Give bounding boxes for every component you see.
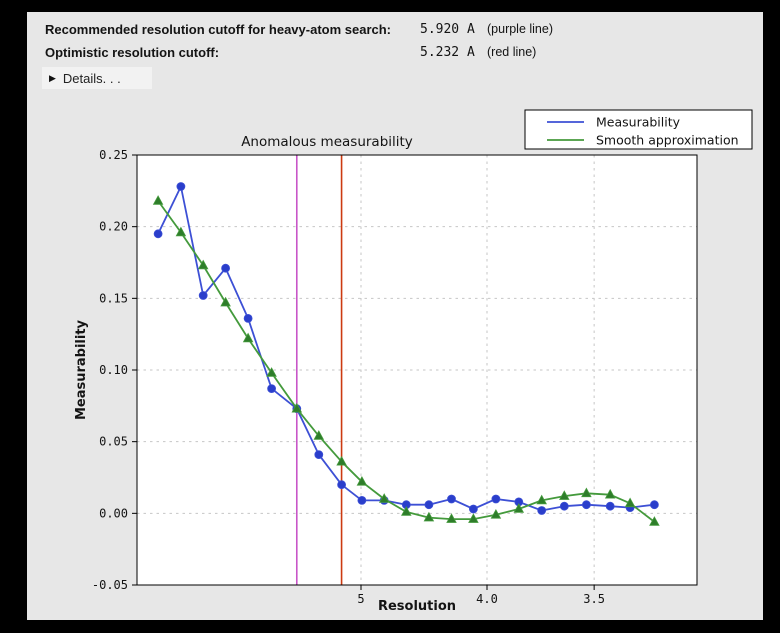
optimistic-cutoff-note: (red line) xyxy=(487,45,537,59)
legend-box xyxy=(524,109,753,150)
y-tick-label: 0.15 xyxy=(99,291,128,305)
smooth-approximation-point xyxy=(490,508,502,519)
measurability-point xyxy=(176,182,186,191)
y-tick-label: -0.05 xyxy=(92,578,128,592)
smooth-approximation-point xyxy=(423,511,435,522)
measurability-point xyxy=(153,229,163,239)
measurability-point xyxy=(537,506,547,515)
measurability-point xyxy=(267,384,277,394)
smooth-approximation-point xyxy=(266,367,277,377)
y-tick-label: 0.25 xyxy=(99,148,128,162)
smooth-approximation-point xyxy=(313,430,325,440)
legend-label-smooth-approximation: Smooth approximation xyxy=(596,133,739,148)
y-tick-label: 0.05 xyxy=(99,435,128,449)
recommended-cutoff-note: (purple line) xyxy=(487,22,554,36)
measurability-point xyxy=(314,450,324,460)
details-disclosure-button[interactable]: ▶ Details. . . xyxy=(42,67,152,89)
measurability-point xyxy=(650,500,659,510)
measurability-point xyxy=(357,495,367,505)
smooth-approximation-point xyxy=(468,513,479,523)
measurability-point xyxy=(491,494,501,504)
smooth-approximation-point xyxy=(378,493,390,503)
measurability-point xyxy=(337,480,347,490)
smooth-approximation-point xyxy=(624,497,636,508)
x-axis-title: Resolution xyxy=(378,599,456,614)
recommended-cutoff-label: Recommended resolution cutoff for heavy-… xyxy=(45,22,392,37)
x-tick-label: 3.5 xyxy=(583,592,605,606)
y-tick-label: 0.00 xyxy=(99,506,128,520)
x-tick-label: 4.0 xyxy=(476,592,498,606)
anomalous-measurability-chart: 5 4.0 3.5 0.25 0.20 0.15 0.10 0.05 0.00 -0.05 Ano… xyxy=(74,109,753,614)
measurability-point xyxy=(221,263,231,273)
smooth-approximation-point xyxy=(536,494,547,505)
measurability-point xyxy=(198,291,208,300)
smooth-approximation-point xyxy=(604,488,616,499)
smooth-approximation-point xyxy=(152,195,164,205)
smooth-approximation-point xyxy=(513,503,525,513)
measurability-point xyxy=(447,494,456,504)
y-axis-title: Measurability xyxy=(74,319,89,420)
chart-title: Anomalous measurability xyxy=(241,134,413,150)
chart-legend: Measurability Smooth approximation xyxy=(524,109,753,150)
smooth-approximation-point xyxy=(175,226,187,237)
legend-label-measurability: Measurability xyxy=(596,115,681,130)
disclosure-triangle-icon: ▶ xyxy=(49,72,56,83)
details-label: Details. . . xyxy=(62,70,121,86)
measurability-point xyxy=(243,313,253,323)
smooth-approximation-point xyxy=(242,332,254,343)
panel-background: Recommended resolution cutoff for heavy-… xyxy=(27,12,763,620)
measurability-point xyxy=(559,501,569,511)
smooth-approximation-point xyxy=(220,296,231,307)
smooth-approximation-point xyxy=(649,516,660,526)
smooth-approximation-point xyxy=(291,402,303,413)
smooth-approximation-point xyxy=(401,506,412,516)
recommended-cutoff-value: 5.920 A xyxy=(420,22,475,37)
measurability-point xyxy=(424,500,434,510)
optimistic-cutoff-row: Optimistic resolution cutoff: xyxy=(45,44,219,60)
recommended-cutoff-row: Recommended resolution cutoff for heavy-… xyxy=(45,21,391,37)
smooth-approximation-point xyxy=(336,455,347,466)
y-tick-label: 0.20 xyxy=(99,220,128,234)
smooth-approximation-point xyxy=(446,513,457,523)
optimistic-cutoff-value: 5.232 A xyxy=(420,45,475,60)
measurability-point xyxy=(605,501,615,511)
measurability-point xyxy=(582,500,591,510)
smooth-approximation-point xyxy=(197,259,209,270)
smooth-approximation-point xyxy=(559,490,570,500)
measurability-point xyxy=(468,504,478,514)
x-tick-label: 5 xyxy=(357,592,364,606)
smooth-approximation-point xyxy=(356,475,368,486)
smooth-approximation-point xyxy=(581,487,592,498)
optimistic-cutoff-label: Optimistic resolution cutoff: xyxy=(45,45,220,60)
y-tick-label: 0.10 xyxy=(99,363,128,377)
